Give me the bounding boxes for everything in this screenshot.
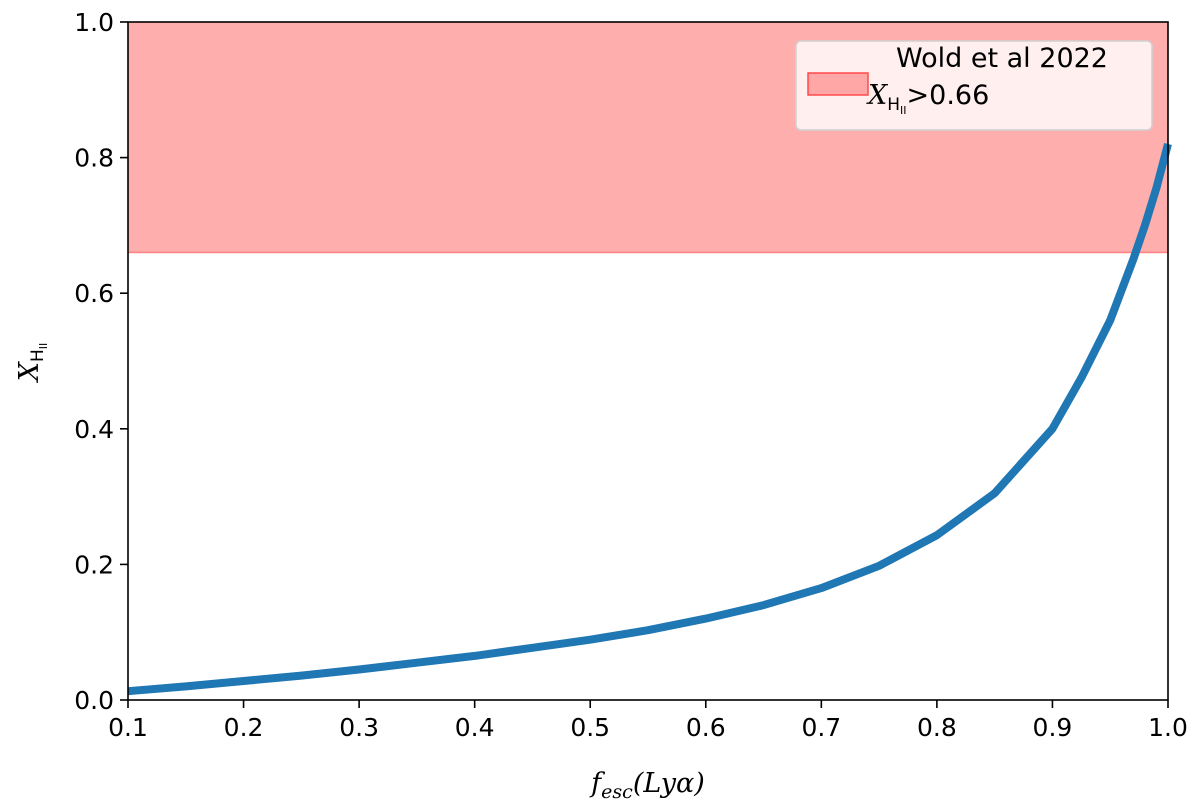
- series-line: [127, 142, 1172, 696]
- y-axis-ticks: 0.0 0.2 0.4 0.6 0.8 1.0: [74, 8, 128, 715]
- legend-label-threshold: XHII>0.66: [866, 80, 989, 117]
- x-axis-label-rest: (Lyα): [633, 768, 705, 799]
- x-tick-label: 0.7: [801, 713, 841, 742]
- legend-math-rest: >0.66: [907, 80, 990, 111]
- x-axis-label-sub: esc: [601, 781, 633, 803]
- y-tick-label: 0.0: [74, 686, 114, 715]
- legend-math-sub: H: [887, 95, 900, 115]
- x-tick-label: 0.6: [686, 713, 726, 742]
- legend-box: [795, 40, 1153, 131]
- x-tick-label: 0.4: [455, 713, 495, 742]
- x-axis-ticks: 0.1 0.2 0.3 0.4 0.5 0.6 0.7 0.8 0.9 1.0: [108, 700, 1188, 742]
- y-tick-label: 0.6: [74, 279, 114, 308]
- y-tick-label: 0.4: [74, 415, 114, 444]
- line-layer: [127, 142, 1172, 696]
- x-axis-label: fesc(Lyα): [589, 768, 705, 803]
- legend: Wold et al 2022 XHII>0.66: [795, 40, 1153, 131]
- x-tick-label: 0.3: [339, 713, 379, 742]
- y-axis-label-base: X: [14, 360, 45, 383]
- legend-math-subsub: II: [900, 104, 907, 117]
- y-tick-label: 1.0: [74, 8, 114, 37]
- y-tick-label: 0.8: [74, 144, 114, 173]
- legend-label-source: Wold et al 2022: [896, 43, 1108, 74]
- x-tick-label: 0.1: [108, 713, 148, 742]
- legend-swatch: [807, 72, 869, 96]
- y-axis-label-sub: H: [28, 349, 48, 362]
- y-axis-label: XHII: [14, 343, 50, 384]
- x-tick-label: 0.2: [224, 713, 264, 742]
- x-tick-label: 1.0: [1148, 713, 1188, 742]
- y-tick-label: 0.2: [74, 550, 114, 579]
- x-tick-label: 0.9: [1033, 713, 1073, 742]
- y-axis-label-subsub: II: [37, 343, 50, 350]
- x-tick-label: 0.5: [570, 713, 610, 742]
- legend-math-base: X: [866, 80, 889, 111]
- x-tick-label: 0.8: [917, 713, 957, 742]
- plot-frame: [127, 21, 1169, 701]
